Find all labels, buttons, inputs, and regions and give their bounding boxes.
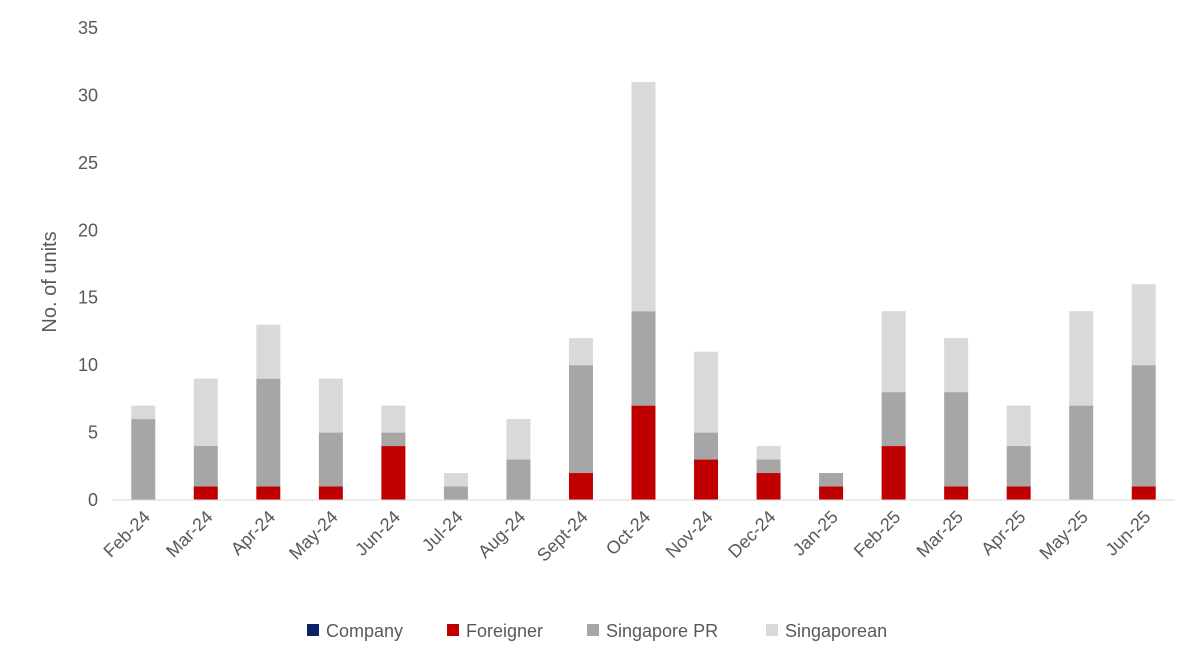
bar-segment xyxy=(819,486,844,500)
bar-segment xyxy=(1131,486,1156,500)
x-tick-label: Apr-25 xyxy=(977,507,1029,559)
y-tick-label: 30 xyxy=(78,85,98,105)
legend-swatch xyxy=(766,624,778,636)
y-tick-label: 15 xyxy=(78,288,98,308)
bars xyxy=(131,81,1156,500)
legend-swatch xyxy=(307,624,319,636)
x-tick-label: Mar-25 xyxy=(913,507,967,561)
bar-segment xyxy=(944,338,969,393)
x-axis-tick-labels: Feb-24 Mar-24 Apr-24 May-24 Jun-24 Jul-24 Aug-… xyxy=(100,507,1155,566)
bar-segment xyxy=(1131,284,1156,366)
bar-segment xyxy=(193,486,218,500)
bar-segment xyxy=(631,81,656,312)
bar-segment xyxy=(318,378,343,433)
bar-segment xyxy=(256,324,281,379)
legend-label: Singaporean xyxy=(785,621,887,641)
x-tick-label: Jun-25 xyxy=(1101,507,1154,560)
legend-label: Foreigner xyxy=(466,621,543,641)
bar-segment xyxy=(381,405,406,433)
legend-label: Singapore PR xyxy=(606,621,718,641)
legend-swatch xyxy=(447,624,459,636)
bar-segment xyxy=(193,378,218,447)
bar-segment xyxy=(694,459,719,500)
y-tick-label: 5 xyxy=(88,423,98,443)
bar-segment xyxy=(1069,405,1094,500)
legend-swatch xyxy=(587,624,599,636)
bar-segment xyxy=(506,419,531,460)
x-tick-label: Jan-25 xyxy=(789,507,842,560)
bar-segment xyxy=(381,446,406,500)
y-tick-label: 25 xyxy=(78,153,98,173)
bar-segment xyxy=(131,419,156,500)
bar-segment xyxy=(1006,486,1031,500)
x-tick-label: Feb-24 xyxy=(100,507,154,561)
bar-segment xyxy=(568,338,593,366)
bar-segment xyxy=(256,486,281,500)
x-tick-label: Apr-24 xyxy=(227,507,279,559)
bar-segment xyxy=(1006,405,1031,447)
bar-segment xyxy=(1131,365,1156,487)
y-tick-label: 0 xyxy=(88,490,98,510)
bar-segment xyxy=(881,446,906,500)
bar-segment xyxy=(193,446,218,487)
bar-segment xyxy=(1069,311,1094,406)
x-tick-label: Mar-24 xyxy=(162,507,216,561)
y-tick-label: 10 xyxy=(78,355,98,375)
bar-segment xyxy=(443,473,468,487)
bar-segment xyxy=(881,311,906,393)
bar-segment xyxy=(318,432,343,487)
x-tick-label: Dec-24 xyxy=(724,507,779,562)
bar-segment xyxy=(944,392,969,487)
bar-segment xyxy=(443,486,468,500)
x-tick-label: Feb-25 xyxy=(850,507,904,561)
bar-segment xyxy=(756,473,781,500)
bar-segment xyxy=(1006,446,1031,487)
bar-segment xyxy=(694,351,719,433)
x-tick-label: May-25 xyxy=(1035,507,1092,564)
bar-segment xyxy=(756,446,781,460)
bar-segment xyxy=(631,311,656,406)
legend-label: Company xyxy=(326,621,403,641)
y-tick-label: 20 xyxy=(78,220,98,240)
bar-segment xyxy=(881,392,906,447)
bar-segment xyxy=(381,432,406,447)
x-tick-label: Jun-24 xyxy=(351,507,404,560)
bar-segment xyxy=(131,405,156,420)
bar-segment xyxy=(318,486,343,500)
bar-segment xyxy=(756,459,781,474)
bar-segment xyxy=(819,473,844,487)
bar-segment xyxy=(568,473,593,500)
x-tick-label: Oct-24 xyxy=(602,507,654,559)
bar-segment xyxy=(568,365,593,474)
bar-segment xyxy=(256,378,281,487)
y-tick-label: 35 xyxy=(78,18,98,38)
y-axis-tick-labels: 0 5 10 15 20 25 30 35 xyxy=(78,18,98,510)
x-tick-label: May-24 xyxy=(285,507,342,564)
x-tick-label: Nov-24 xyxy=(662,507,717,562)
x-tick-label: Jul-24 xyxy=(418,507,467,556)
bar-segment xyxy=(944,486,969,500)
x-tick-label: Sept-24 xyxy=(533,507,592,566)
bar-segment xyxy=(631,405,656,500)
x-tick-label: Aug-24 xyxy=(474,507,529,562)
bar-segment xyxy=(694,432,719,460)
legend: Company Foreigner Singapore PR Singaporean xyxy=(307,621,887,641)
y-axis-title: No. of units xyxy=(39,231,61,332)
bar-segment xyxy=(506,459,531,500)
